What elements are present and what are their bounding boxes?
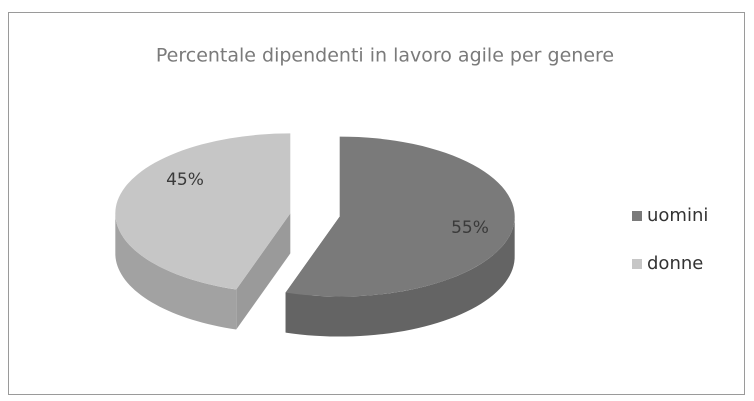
slice-wall [236,213,291,330]
pie-slice-top [285,136,515,297]
legend-swatch [632,259,642,269]
pie-slice [115,133,291,330]
slice-side [285,215,515,337]
chart-title: Percentale dipendenti in lavoro agile pe… [156,45,614,67]
data-label: 55% [451,218,489,238]
data-label: 45% [166,170,204,190]
slice-side [115,212,237,330]
legend-swatch [632,211,642,221]
legend-label: donne [647,253,703,274]
pie-slice [285,136,515,337]
legend-label: uomini [647,205,708,226]
pie-slice-top [115,133,291,290]
